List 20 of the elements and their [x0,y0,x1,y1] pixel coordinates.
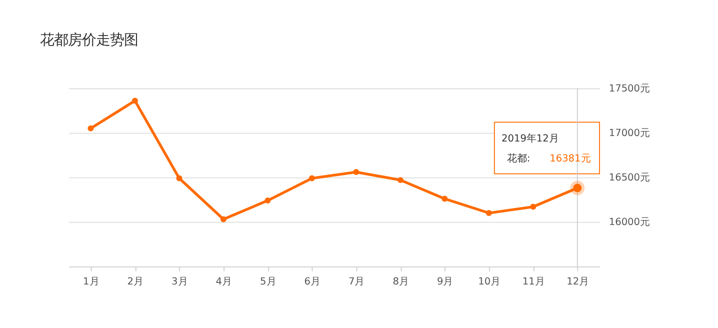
x-tick-label: 9月 [436,276,454,288]
text: 花都: [506,153,530,164]
y-tick-label: 16000元 [608,217,650,228]
x-tick-label: 6月 [304,276,320,288]
y-tick-label: 17000元 [608,128,650,139]
x-tick-label: 5月 [260,276,276,288]
x-tick-label: 1月 [83,276,100,288]
text: 16381元 [550,153,591,164]
x-tick-label: 11月 [522,276,545,288]
annotation: 2019年12月 [502,132,559,145]
chart-title: 花都房价走势图 [40,32,138,49]
x-tick-label: 7月 [348,276,365,288]
x-tick-label: 4月 [216,276,232,288]
x-tick-label: 8月 [392,276,409,288]
y-tick-label: 17500元 [608,83,650,94]
x-tick-label: 10月 [478,276,501,288]
x-tick-label: 12月 [566,276,590,288]
x-tick-label: 3月 [172,276,188,288]
x-tick-label: 2月 [127,276,144,288]
y-tick-label: 16500元 [608,172,650,184]
